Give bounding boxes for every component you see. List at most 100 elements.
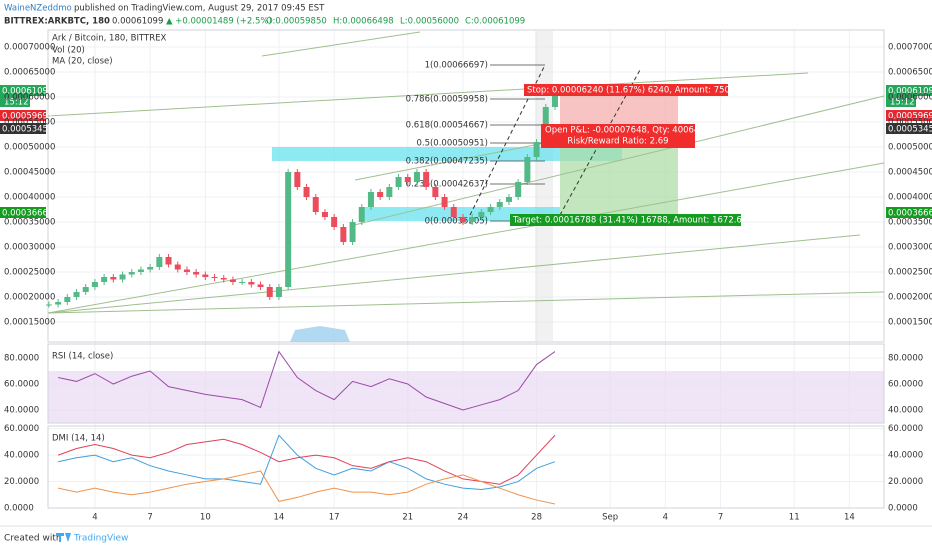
price-tag-text: 0.00036663 bbox=[2, 209, 53, 219]
y-tick-label: 20.0000 bbox=[888, 477, 923, 487]
fib-label: 0.5(0.00050951) bbox=[416, 139, 488, 149]
y-tick-label: 0.00060000 bbox=[4, 93, 55, 103]
y-tick-label: 0.0000 bbox=[888, 504, 918, 514]
dmi-line bbox=[58, 434, 556, 490]
dmi-line bbox=[57, 434, 556, 485]
x-tick-label: 4 bbox=[92, 513, 97, 523]
y-tick-label: 0.00070000 bbox=[4, 43, 55, 53]
y-tick-label: 20.0000 bbox=[4, 477, 39, 487]
candle bbox=[128, 272, 135, 275]
y-tick-label: 0.00065000 bbox=[888, 68, 932, 78]
price-tag bbox=[886, 110, 932, 121]
y-tick-label: 0.00035000 bbox=[4, 218, 55, 228]
y-tick-label: 0.00060000 bbox=[888, 93, 932, 103]
candle bbox=[257, 284, 264, 287]
candle bbox=[101, 277, 108, 282]
y-tick-label: 0.00045000 bbox=[4, 168, 55, 178]
high: H:0.00066498 bbox=[333, 17, 394, 27]
close: C:0.00061099 bbox=[465, 17, 525, 27]
price-tag-text: 0.00053451 bbox=[2, 125, 53, 135]
y-tick-label: 0.0000 bbox=[4, 504, 34, 514]
legend-title: Ark / Bitcoin, 180, BITTREX bbox=[52, 34, 167, 44]
author[interactable]: WaineNZeddmo bbox=[4, 4, 72, 14]
candle bbox=[64, 297, 71, 302]
candle bbox=[524, 157, 531, 182]
candle bbox=[459, 217, 466, 222]
fib-label: 0.618(0.00054667) bbox=[406, 121, 488, 131]
target-zone bbox=[560, 142, 678, 215]
candle bbox=[165, 257, 172, 265]
fib-label: 0.786(0.00059958) bbox=[406, 95, 488, 105]
candle bbox=[119, 274, 126, 280]
rsi-band bbox=[48, 371, 884, 423]
y-tick-label: 40.0000 bbox=[888, 451, 923, 461]
trendline bbox=[47, 291, 885, 314]
candle bbox=[496, 202, 503, 207]
trendline bbox=[47, 162, 885, 314]
stop-box bbox=[524, 84, 728, 96]
y-tick-label: 0.00035000 bbox=[888, 218, 932, 228]
candle bbox=[220, 278, 227, 280]
candle bbox=[45, 304, 52, 306]
low: L:0.00056000 bbox=[400, 17, 459, 27]
candle bbox=[91, 282, 98, 287]
candle bbox=[515, 182, 522, 197]
symbol: BITTREX:ARKBTC, 180 bbox=[4, 17, 110, 27]
candle bbox=[478, 212, 485, 217]
y-tick-label: 60.0000 bbox=[4, 380, 39, 390]
y-tick-label: 80.0000 bbox=[4, 354, 39, 364]
candle bbox=[423, 172, 430, 187]
y-tick-label: 40.0000 bbox=[888, 406, 923, 416]
y-tick-label: 0.00015000 bbox=[888, 318, 932, 328]
candle bbox=[303, 187, 310, 197]
price-tag-text: 0.00061099 bbox=[888, 87, 932, 97]
y-tick-label: 0.00065000 bbox=[4, 68, 55, 78]
highlight bbox=[535, 30, 553, 342]
x-tick-label: 21 bbox=[402, 513, 413, 523]
candle bbox=[358, 207, 365, 222]
fib-label: 0(0.00035205) bbox=[425, 217, 488, 227]
x-tick-label: 11 bbox=[789, 513, 800, 523]
dmi-title: DMI (14, 14) bbox=[52, 434, 105, 444]
legend-ma: MA (20, close) bbox=[52, 57, 113, 67]
candle bbox=[349, 222, 356, 242]
rsi-panel bbox=[47, 343, 885, 424]
candle bbox=[331, 217, 338, 227]
candle bbox=[248, 282, 255, 285]
y-tick-label: 80.0000 bbox=[888, 354, 923, 364]
pnl-box bbox=[541, 124, 695, 148]
candle bbox=[386, 187, 393, 197]
x-tick-label: 10 bbox=[200, 513, 211, 523]
y-tick-label: 0.00050000 bbox=[4, 143, 55, 153]
price-tag bbox=[886, 85, 932, 96]
logo bbox=[56, 533, 71, 542]
candle bbox=[395, 177, 402, 187]
x-tick-label: 4 bbox=[663, 513, 668, 523]
footer-brand[interactable]: TradingView bbox=[73, 534, 128, 544]
countdown: 15:12 bbox=[4, 98, 29, 108]
price-tag bbox=[886, 96, 916, 107]
rsi-title: RSI (14, close) bbox=[52, 352, 113, 362]
fib-label: 1(0.00066697) bbox=[425, 61, 488, 71]
candle bbox=[404, 177, 411, 182]
y-tick-label: 0.00045000 bbox=[888, 168, 932, 178]
candle bbox=[193, 272, 200, 275]
y-tick-label: 60.0000 bbox=[888, 380, 923, 390]
candle bbox=[275, 287, 282, 297]
candle bbox=[321, 212, 328, 217]
y-tick-label: 60.0000 bbox=[4, 424, 39, 434]
stop-label: Stop: 0.00006240 (11.67%) 6240, Amount: … bbox=[527, 86, 730, 96]
price-tag bbox=[886, 123, 932, 134]
trendline bbox=[354, 139, 561, 181]
target-box bbox=[510, 214, 741, 226]
candles bbox=[45, 88, 558, 308]
rsi-line bbox=[58, 350, 556, 411]
y-tick-label: 0.00040000 bbox=[4, 193, 55, 203]
volume bbox=[290, 326, 350, 342]
candle bbox=[82, 287, 89, 292]
price-tag-text: 0.00053451 bbox=[888, 125, 932, 135]
candle bbox=[110, 277, 117, 280]
y-tick-label: 0.00020000 bbox=[4, 293, 55, 303]
candle bbox=[202, 274, 209, 277]
candle bbox=[551, 91, 558, 107]
